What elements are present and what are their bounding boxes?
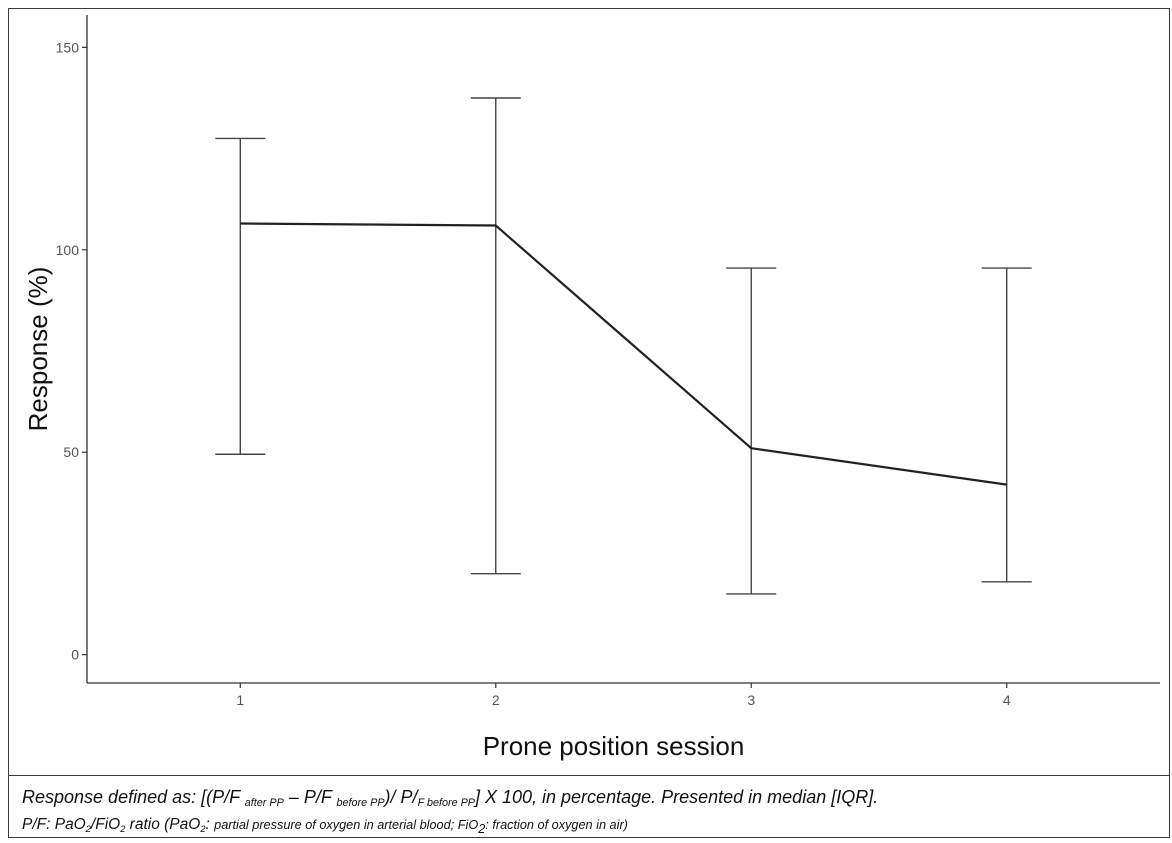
caption-text: – P/F bbox=[283, 787, 337, 807]
figure-caption: Response defined as: [(P/F after PP – P/… bbox=[8, 775, 1170, 838]
caption-subscript: after PP bbox=[244, 797, 284, 810]
caption-text: ratio (PaO bbox=[125, 816, 201, 834]
chart-axes: 0 50 100 150 1 2 3 4 bbox=[56, 15, 1160, 708]
caption-text: P/F: PaO bbox=[22, 816, 86, 834]
caption-text: ] X 100, in percentage. Presented in med… bbox=[474, 787, 879, 807]
median-line bbox=[240, 222, 1007, 486]
x-tick-label: 2 bbox=[492, 692, 500, 708]
y-tick-label: 50 bbox=[63, 444, 79, 460]
caption-subscript: 2 bbox=[478, 821, 486, 837]
caption-text: : fraction of oxygen in air) bbox=[485, 817, 628, 833]
caption-text: partial pressure of oxygen in arterial b… bbox=[214, 817, 479, 833]
caption-text: )/ P/ bbox=[384, 787, 418, 807]
caption-text: Response defined as: [(P/F bbox=[22, 787, 245, 807]
caption-line-2: P/F: PaO2/FiO2 ratio (PaO2: partial pres… bbox=[22, 814, 1170, 840]
y-tick-label: 0 bbox=[71, 647, 79, 663]
caption-subscript: before PP bbox=[336, 797, 385, 810]
caption-text: /FiO bbox=[90, 816, 121, 834]
x-axis-title: Prone position session bbox=[483, 731, 745, 761]
chart-marks bbox=[215, 97, 1032, 595]
caption-subscript: 2 bbox=[120, 824, 126, 835]
caption-subscript: 2 bbox=[85, 824, 91, 835]
response-chart: 0 50 100 150 1 2 3 4 Prone position session Res… bbox=[23, 15, 1160, 761]
caption-subscript: 2 bbox=[200, 824, 206, 835]
x-tick-label: 4 bbox=[1003, 692, 1011, 708]
y-tick-label: 150 bbox=[56, 39, 80, 55]
caption-subscript: F before PP bbox=[417, 797, 475, 810]
x-tick-label: 1 bbox=[236, 692, 244, 708]
x-tick-label: 3 bbox=[747, 692, 755, 708]
figure-frame bbox=[8, 8, 1170, 838]
y-tick-label: 100 bbox=[56, 242, 80, 258]
caption-line-1: Response defined as: [(P/F after PP – P/… bbox=[22, 786, 1170, 814]
caption-text: : bbox=[205, 816, 215, 834]
y-axis-title: Response (%) bbox=[23, 267, 53, 432]
